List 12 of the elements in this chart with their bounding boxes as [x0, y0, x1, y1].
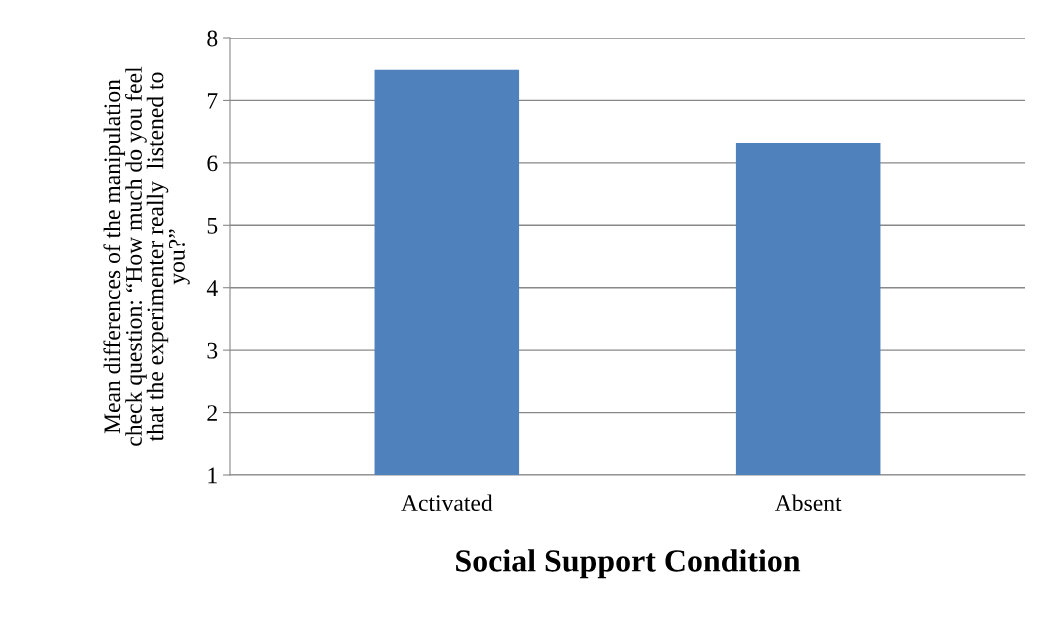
- y-tick-label: 5: [207, 218, 218, 234]
- y-tick-label: 6: [207, 155, 218, 172]
- x-tick-label: Activated: [401, 494, 493, 512]
- x-tick-label: Absent: [774, 494, 842, 512]
- y-tick-label: 4: [206, 280, 218, 296]
- y-tick-label: 3: [207, 342, 218, 359]
- y-tick-label: 7: [207, 93, 218, 109]
- y-tick-label: 1: [208, 467, 217, 484]
- x-axis-title: Social Support Condition: [456, 549, 801, 579]
- y-tick-label: 2: [207, 405, 217, 421]
- y-axis-title: Mean differences of the manipulation check question: “How much do you feel that the experimenter really listened to you?”: [103, 66, 190, 446]
- y-tick-label: 8: [207, 30, 218, 47]
